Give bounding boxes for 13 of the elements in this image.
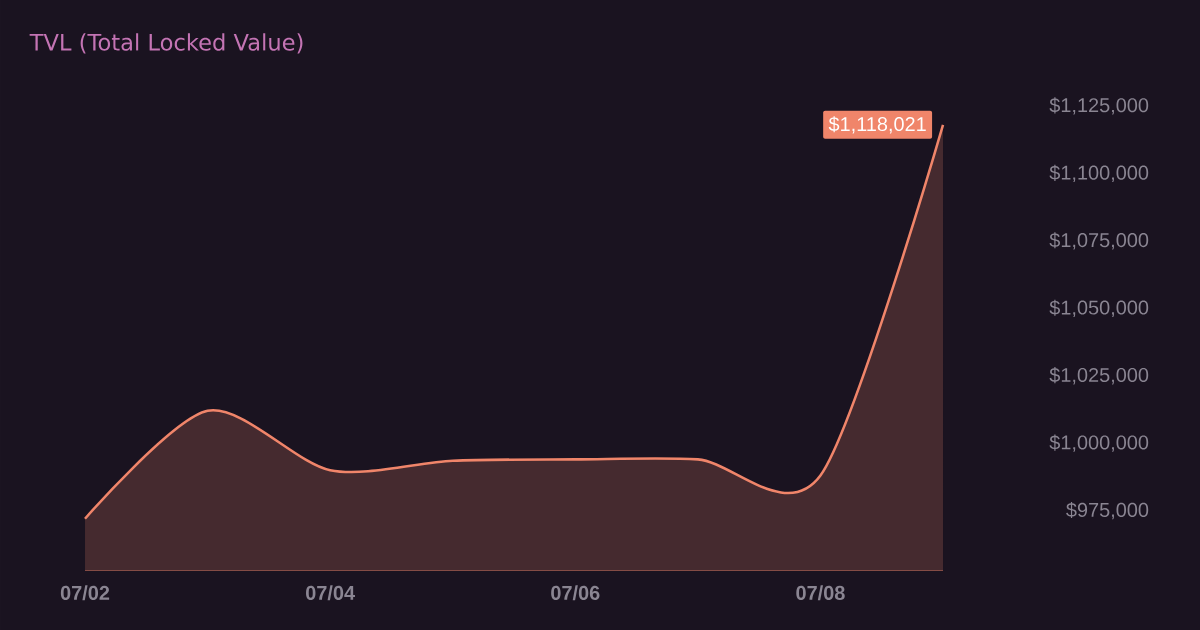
x-tick-label: 07/08 (796, 585, 845, 601)
y-tick-label: $975,000 (1066, 501, 1149, 520)
y-tick-label: $1,000,000 (1049, 434, 1149, 452)
y-tick-label: $1,100,000 (1049, 164, 1149, 183)
y-tick-label: $1,125,000 (1049, 97, 1149, 115)
x-tick-label: 07/02 (60, 585, 110, 601)
x-tick-label: 07/04 (306, 585, 355, 601)
chart-title: TVL (Total Locked Value) (29, 33, 303, 54)
y-tick-label: $1,025,000 (1049, 367, 1149, 385)
y-tick-label: $1,050,000 (1049, 299, 1149, 317)
annotation: $1,118,021 (828, 116, 926, 134)
x-tick-label: 07/06 (551, 585, 600, 601)
y-tick-label: $1,075,000 (1049, 232, 1149, 250)
